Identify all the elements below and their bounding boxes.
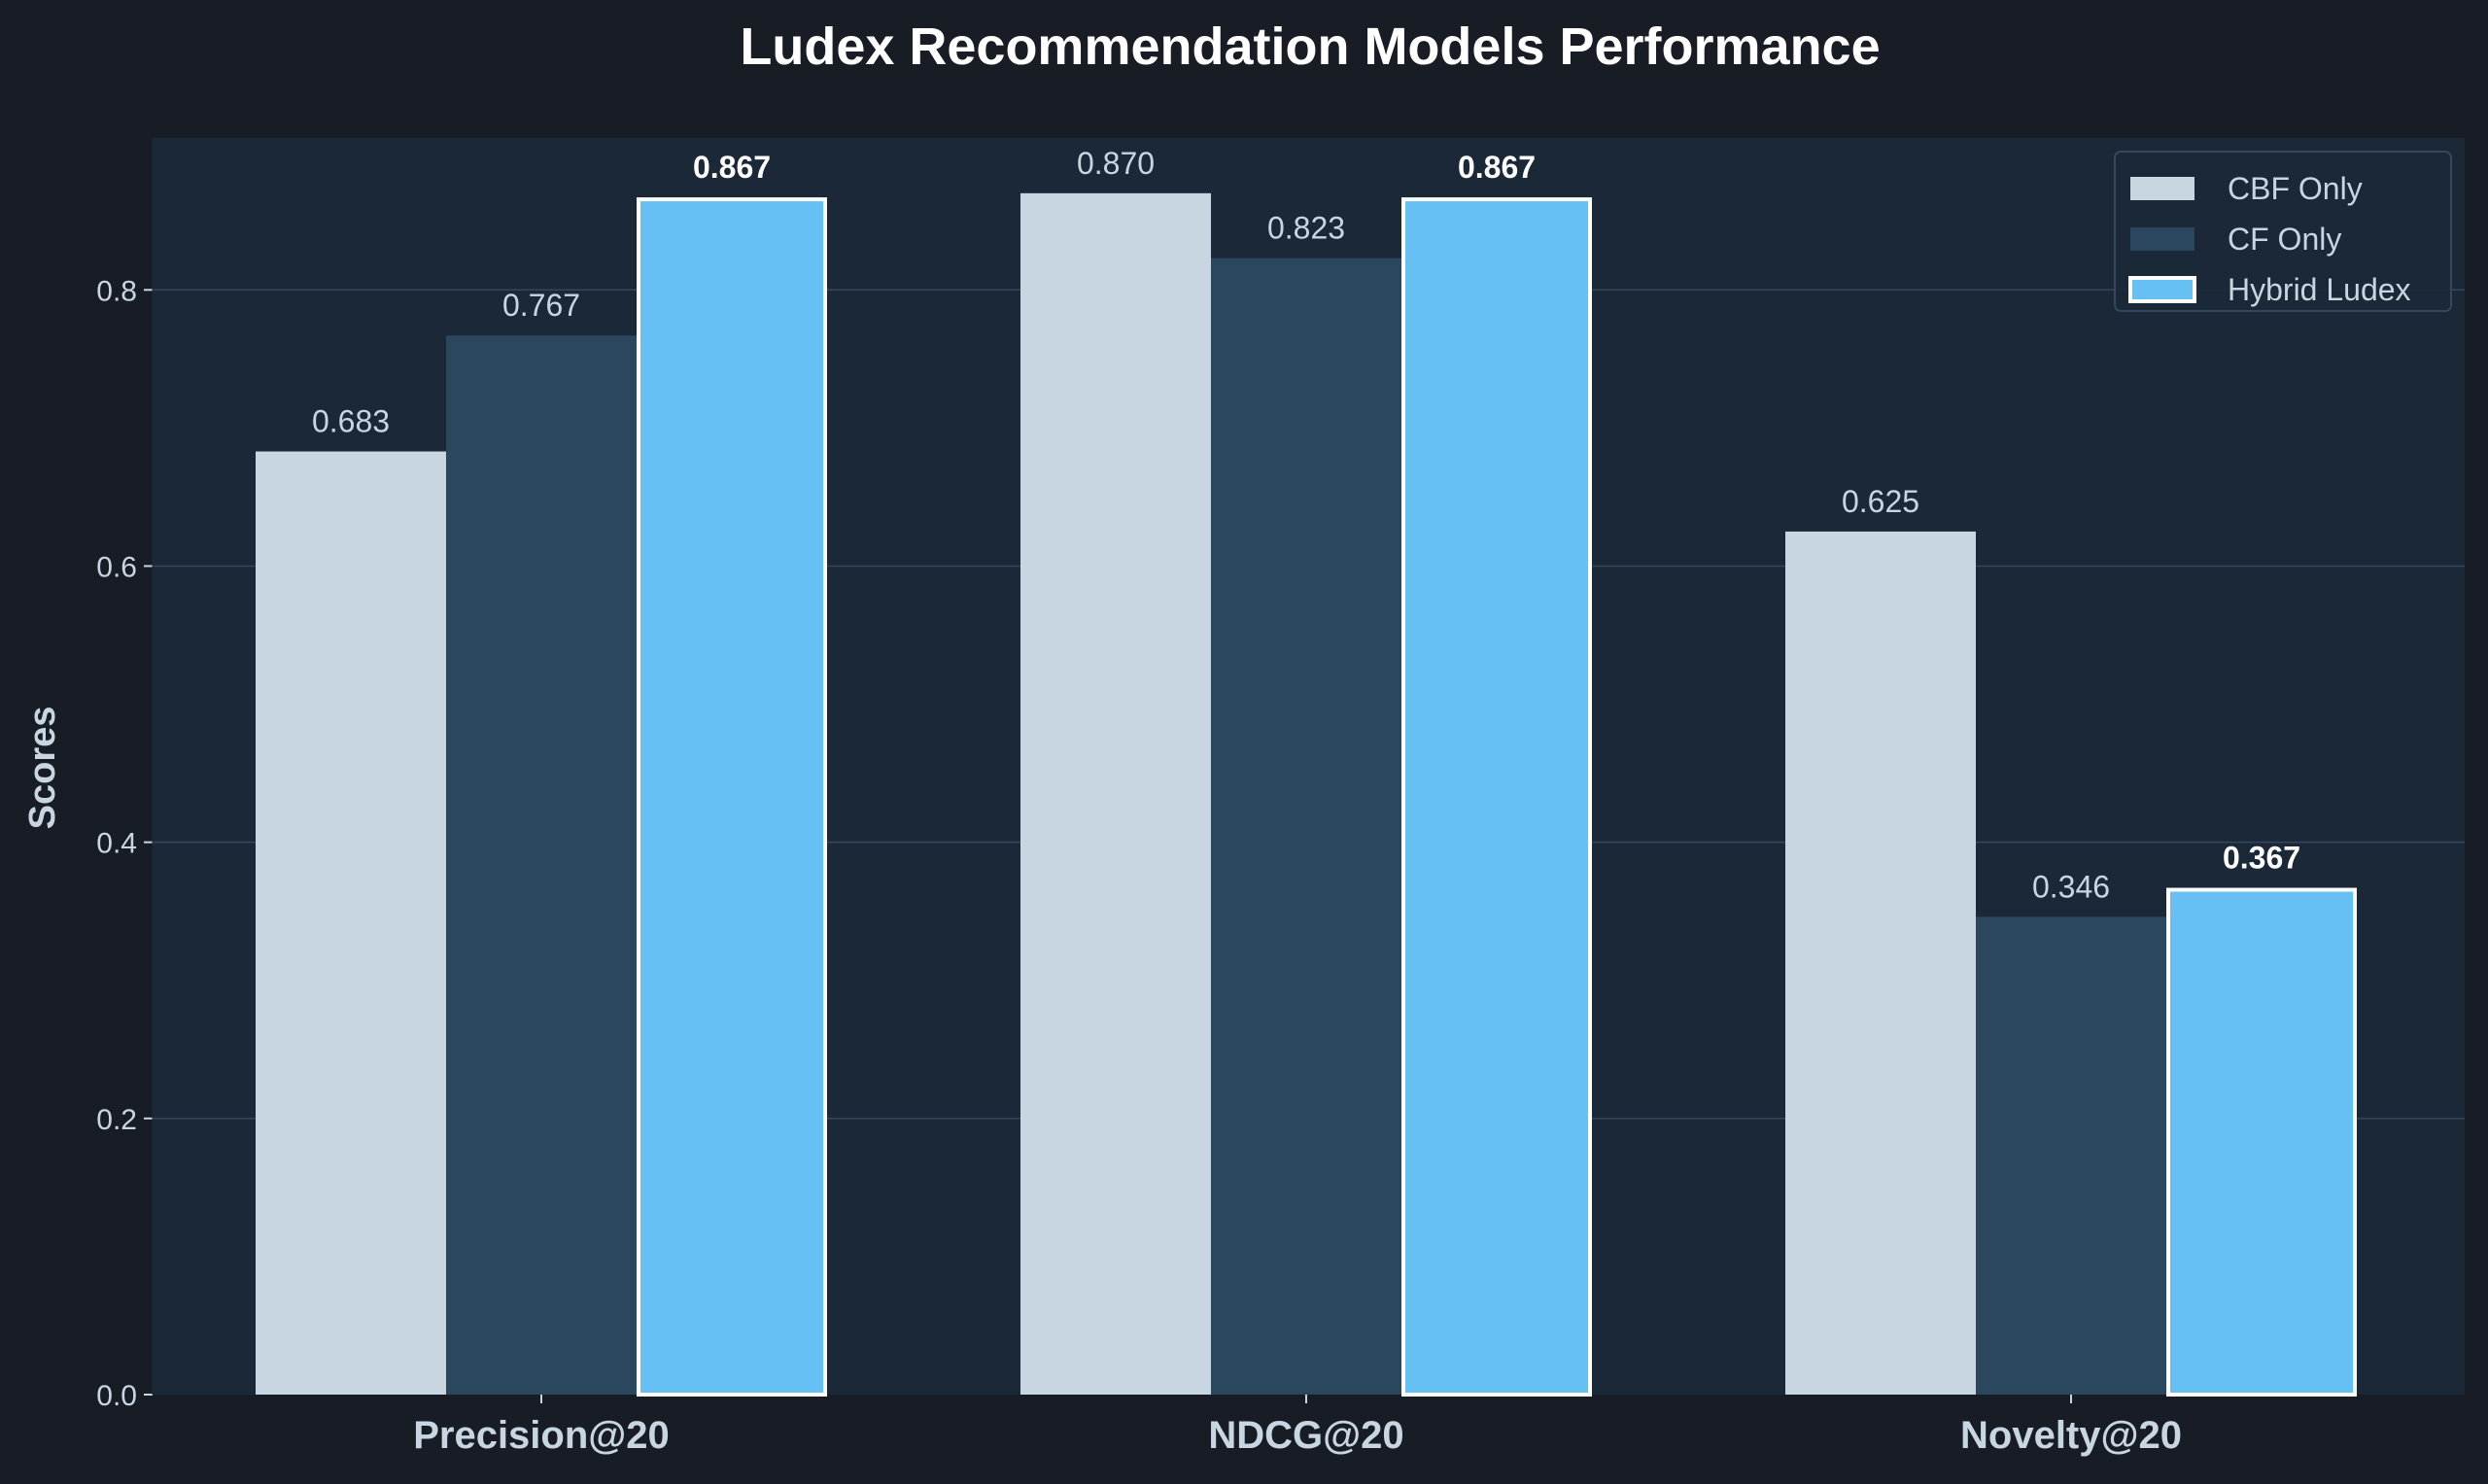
- legend-label: CF Only: [2228, 222, 2341, 257]
- legend-label: Hybrid Ludex: [2228, 272, 2411, 307]
- y-tick-label: 0.6: [96, 551, 137, 583]
- legend-box: [2114, 151, 2452, 312]
- bar-cbf-only: [256, 451, 446, 1395]
- y-tick-label: 0.2: [96, 1104, 137, 1136]
- bar-cbf-only: [1020, 192, 1211, 1395]
- bar-cf-only: [1211, 258, 1401, 1396]
- legend-label: CBF Only: [2228, 171, 2363, 206]
- bar-hybrid-ludex: [1401, 197, 1592, 1398]
- y-axis-label: Scores: [22, 707, 63, 830]
- data-label: 0.870: [1077, 146, 1155, 181]
- bar-cf-only: [446, 335, 637, 1396]
- bar-cf-only: [1976, 916, 2166, 1395]
- bars: [256, 192, 2357, 1398]
- bar-cbf-only: [1785, 531, 1976, 1395]
- data-label: 0.823: [1267, 211, 1345, 246]
- y-tick-label: 0.8: [96, 275, 137, 307]
- data-label: 0.367: [2223, 841, 2300, 876]
- y-tick-label: 0.4: [96, 828, 137, 860]
- chart-title: Ludex Recommendation Models Performance: [740, 17, 1880, 76]
- data-label: 0.867: [693, 150, 771, 185]
- x-tick-label: Precision@20: [413, 1414, 670, 1457]
- data-label: 0.346: [2032, 869, 2110, 904]
- axes: 0.0 0.2 0.4 0.6 0.8 Precision@20 NDCG@20 Novelt…: [96, 138, 2182, 1457]
- y-tick-label: 0.0: [96, 1380, 137, 1412]
- legend: CBF Only CF Only Hybrid Ludex: [2114, 151, 2452, 312]
- x-tick-label: NDCG@20: [1208, 1414, 1403, 1457]
- legend-swatch: [2128, 276, 2196, 303]
- legend-swatch: [2130, 227, 2194, 251]
- data-label: 0.683: [312, 404, 390, 439]
- data-label: 0.767: [502, 288, 580, 323]
- data-labels: 0.683 0.870 0.625 0.767 0.823 0.346 0.867 0.867…: [312, 146, 2300, 905]
- data-label: 0.625: [1842, 484, 1919, 519]
- x-tick-label: Novelty@20: [1960, 1414, 2182, 1457]
- bar-hybrid-ludex: [637, 197, 827, 1398]
- legend-swatch: [2130, 177, 2194, 200]
- data-label: 0.867: [1458, 150, 1536, 185]
- bar-hybrid-ludex: [2166, 887, 2357, 1397]
